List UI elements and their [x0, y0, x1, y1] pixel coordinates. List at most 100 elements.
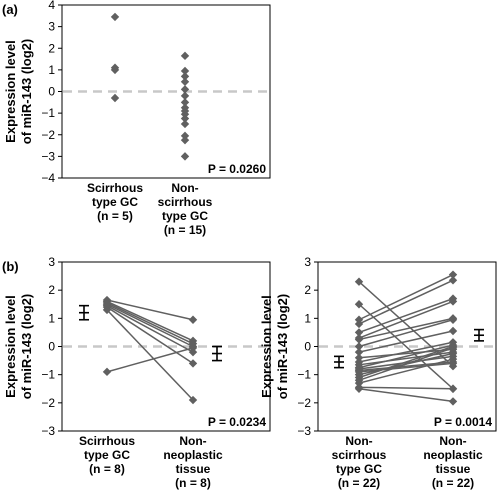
y-axis-label-line-1: of miR-143 (log2) — [275, 294, 290, 399]
category-label-1-line-1: scirrhous — [158, 195, 213, 209]
y-tick-label: 1 — [48, 311, 55, 325]
y-tick-label: −3 — [41, 424, 55, 438]
y-tick-label: 0 — [304, 340, 311, 354]
paired-line-11 — [358, 351, 454, 366]
category-label-1-line-3: (n = 22) — [432, 476, 474, 490]
panel-label: (a) — [2, 2, 18, 17]
data-point-right-2 — [448, 270, 458, 279]
y-tick-label: −2 — [41, 128, 55, 142]
y-tick-label: 3 — [48, 255, 55, 269]
category-label-0-line-2: (n = 5) — [97, 209, 133, 223]
paired-line-17 — [358, 345, 454, 379]
y-tick-label: 2 — [48, 283, 55, 297]
data-point-right-21 — [448, 397, 458, 406]
data-point-right-4 — [188, 347, 198, 357]
y-axis-label-line-1: of miR-143 (log2) — [19, 39, 34, 144]
y-tick-label: 3 — [48, 20, 55, 34]
paired-line-12 — [358, 344, 454, 369]
data-point-1-10 — [180, 114, 190, 123]
category-label-0-line-1: type GC — [92, 195, 138, 209]
paired-line-1 — [106, 300, 194, 342]
data-point-left-0 — [354, 277, 364, 286]
category-label-1-line-1: neoplastic — [163, 448, 223, 462]
data-point-right-0 — [188, 315, 198, 324]
y-tick-label: 1 — [304, 311, 311, 325]
data-point-1-4 — [180, 85, 190, 94]
data-point-left-19 — [354, 378, 364, 388]
paired-line-3 — [106, 303, 194, 348]
category-label-0-line-2: type GC — [336, 462, 382, 476]
category-label-1-line-2: type GC — [162, 209, 208, 223]
paired-line-20 — [358, 386, 454, 390]
p-value-label: P = 0.0234 — [208, 415, 266, 429]
category-label-1-line-3: (n = 15) — [164, 223, 206, 237]
category-label-0-line-2: (n = 8) — [89, 462, 125, 476]
data-point-right-19 — [448, 354, 458, 364]
data-point-right-8 — [448, 326, 458, 336]
y-tick-label: −2 — [41, 396, 55, 410]
paired-line-4 — [358, 297, 454, 334]
paired-line-7 — [358, 319, 454, 348]
data-point-1-6 — [180, 98, 190, 107]
data-point-1-14 — [180, 152, 190, 161]
y-tick-label: 1 — [48, 63, 55, 77]
category-label-0-line-1: type GC — [84, 448, 130, 462]
paired-line-9 — [358, 348, 454, 359]
category-label-0-line-3: (n = 22) — [338, 476, 380, 490]
paired-line-5 — [358, 300, 454, 339]
data-point-left-7 — [102, 367, 112, 377]
paired-line-0 — [106, 299, 194, 321]
y-axis-label-line-0: Expression level — [3, 40, 18, 143]
data-point-right-20 — [448, 384, 458, 393]
paired-line-7 — [106, 347, 194, 373]
category-label-1-line-0: Non- — [171, 181, 198, 195]
paired-line-6 — [358, 317, 454, 341]
data-point-right-6 — [188, 395, 198, 405]
category-label-0-line-0: Scirrhous — [79, 434, 135, 448]
data-point-left-9 — [354, 353, 364, 362]
y-tick-label: 3 — [304, 255, 311, 269]
category-label-1-line-0: Non- — [439, 434, 466, 448]
category-label-1-line-0: Non- — [179, 434, 206, 448]
category-label-0-line-1: scirrhous — [332, 448, 387, 462]
data-point-1-0 — [180, 51, 190, 61]
p-value-label: P = 0.0014 — [434, 415, 492, 429]
data-point-right-16 — [448, 349, 458, 358]
paired-line-2 — [106, 302, 194, 345]
y-tick-label: −3 — [41, 149, 55, 163]
data-point-0-0 — [110, 12, 120, 22]
data-point-1-2 — [180, 72, 190, 81]
y-tick-label: −1 — [41, 368, 55, 382]
y-tick-label: 2 — [48, 41, 55, 55]
panel-label: (b) — [2, 259, 19, 274]
y-tick-label: 2 — [304, 283, 311, 297]
data-point-1-9 — [180, 110, 190, 119]
paired-line-4 — [106, 304, 194, 353]
paired-line-18 — [358, 347, 454, 382]
data-point-1-11 — [180, 119, 190, 129]
data-point-right-15 — [448, 359, 458, 368]
data-point-1-1 — [180, 66, 190, 76]
data-point-1-3 — [180, 77, 190, 86]
data-point-left-7 — [354, 342, 364, 351]
data-point-right-7 — [188, 343, 198, 353]
paired-line-21 — [358, 388, 454, 403]
data-point-right-5 — [448, 297, 458, 306]
y-tick-label: −1 — [297, 368, 311, 382]
y-tick-label: 0 — [48, 340, 55, 354]
data-point-left-3 — [354, 319, 364, 329]
data-point-left-6 — [102, 305, 112, 315]
paired-line-8 — [358, 330, 454, 353]
data-point-left-1 — [354, 300, 364, 309]
category-label-1-line-3: (n = 8) — [175, 476, 211, 490]
y-tick-label: −2 — [297, 396, 311, 410]
category-label-0-line-0: Non- — [345, 434, 372, 448]
y-axis-label-line-1: of miR-143 (log2) — [19, 294, 34, 399]
paired-line-3 — [358, 279, 454, 325]
y-axis-label-line-0: Expression level — [259, 295, 274, 398]
data-point-left-4 — [354, 328, 364, 337]
data-point-1-13 — [180, 135, 190, 145]
y-axis-label-line-0: Expression level — [3, 295, 18, 398]
paired-line-5 — [106, 306, 194, 365]
paired-line-6 — [106, 309, 194, 401]
